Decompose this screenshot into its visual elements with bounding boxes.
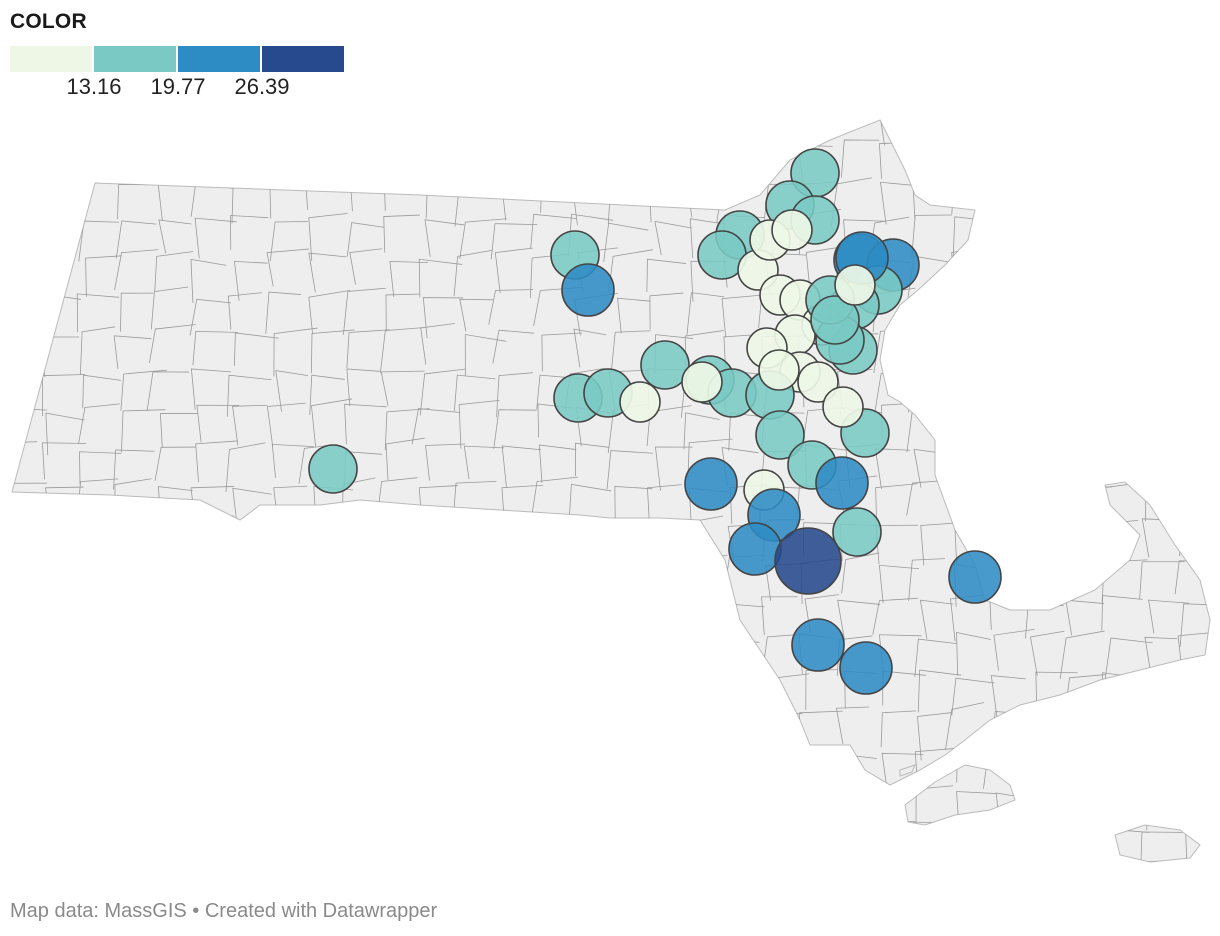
- map-point[interactable]: [640, 340, 690, 390]
- color-legend: COLOR 13.16 19.77 26.39: [10, 10, 344, 99]
- marthas-vineyard-shape: [904, 764, 1016, 826]
- map-point[interactable]: [684, 457, 738, 511]
- map-credit: Map data: MassGIS • Created with Datawra…: [10, 900, 438, 922]
- map-point[interactable]: [822, 386, 864, 428]
- nantucket-shape: [1114, 824, 1201, 863]
- map-point[interactable]: [755, 410, 805, 460]
- legend-tick-2: 19.77: [150, 74, 206, 99]
- elizabeth-islands-shape: [899, 764, 916, 777]
- map-point[interactable]: [681, 361, 723, 403]
- map-point[interactable]: [832, 507, 882, 557]
- legend-swatch-2: [94, 46, 176, 72]
- map-point[interactable]: [797, 361, 839, 403]
- map-point[interactable]: [774, 527, 842, 595]
- map-point[interactable]: [561, 263, 615, 317]
- map-point[interactable]: [810, 295, 860, 345]
- legend-tick-3: 26.39: [234, 74, 290, 99]
- legend-swatch-4: [262, 46, 344, 72]
- data-points: [308, 148, 1002, 695]
- map-point[interactable]: [308, 444, 358, 494]
- map-point[interactable]: [771, 209, 813, 251]
- map-point[interactable]: [815, 456, 869, 510]
- legend-color-scale: [10, 46, 346, 72]
- legend-tick-1: 13.16: [66, 74, 122, 99]
- legend-swatch-1: [10, 46, 92, 72]
- legend-title: COLOR: [10, 10, 87, 33]
- map-point[interactable]: [948, 550, 1002, 604]
- map-point[interactable]: [834, 264, 876, 306]
- map-point[interactable]: [728, 522, 782, 576]
- legend-swatch-3: [178, 46, 260, 72]
- map-point[interactable]: [791, 618, 845, 672]
- map-point[interactable]: [619, 381, 661, 423]
- map-point[interactable]: [839, 641, 893, 695]
- map-point[interactable]: [758, 349, 800, 391]
